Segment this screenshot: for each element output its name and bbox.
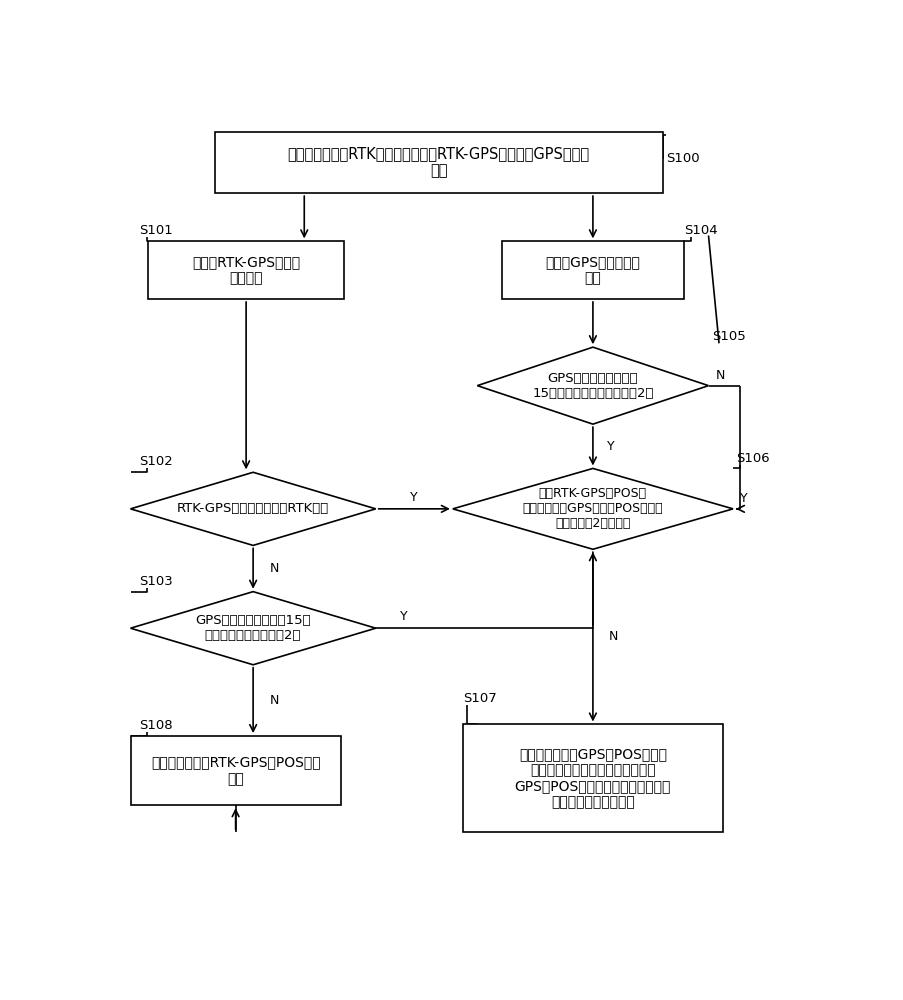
Text: RTK-GPS工作模式是否为RTK模式: RTK-GPS工作模式是否为RTK模式: [177, 502, 329, 515]
Text: N: N: [715, 369, 724, 382]
Text: S105: S105: [712, 330, 745, 343]
Text: 飞控计算机使用RTK-GPS的POS坐标
数据: 飞控计算机使用RTK-GPS的POS坐标 数据: [151, 756, 320, 786]
Text: Y: Y: [740, 492, 747, 505]
Text: Y: Y: [399, 610, 407, 623]
Text: 飞控计算机监听RTK机载移动基站（RTK-GPS）或普通GPS的卫星
数据: 飞控计算机监听RTK机载移动基站（RTK-GPS）或普通GPS的卫星 数据: [287, 146, 589, 179]
Text: Y: Y: [410, 491, 417, 504]
Text: 接收到GPS传输的卫星
数据: 接收到GPS传输的卫星 数据: [545, 255, 639, 285]
Text: 接收到RTK-GPS传输的
卫星数据: 接收到RTK-GPS传输的 卫星数据: [191, 255, 300, 285]
FancyBboxPatch shape: [214, 132, 662, 193]
Polygon shape: [452, 468, 732, 549]
Text: S106: S106: [736, 452, 769, 465]
Polygon shape: [130, 592, 376, 665]
Text: N: N: [609, 630, 618, 643]
Text: S107: S107: [463, 692, 497, 705]
Text: 比对RTK-GPS的POS坐
标是否位于以GPS最新的POS坐标数
据为圆心的2米半径内: 比对RTK-GPS的POS坐 标是否位于以GPS最新的POS坐标数 据为圆心的2…: [522, 487, 663, 530]
Text: Y: Y: [606, 440, 613, 453]
FancyBboxPatch shape: [463, 724, 721, 832]
Text: GPS有效卫星数量高于
15颗且水平和垂直精度小于2米: GPS有效卫星数量高于 15颗且水平和垂直精度小于2米: [532, 372, 653, 400]
Polygon shape: [477, 347, 708, 424]
Text: GPS有效卫星数量高于15颗
且水平和垂直精度小于2米: GPS有效卫星数量高于15颗 且水平和垂直精度小于2米: [195, 614, 311, 642]
Text: S101: S101: [139, 224, 173, 237]
Text: S102: S102: [139, 455, 173, 468]
FancyBboxPatch shape: [148, 241, 344, 299]
Text: S103: S103: [139, 575, 173, 588]
Text: S108: S108: [139, 719, 173, 732]
Text: 飞控计算机采用GPS的POS坐标数
据，且从此刻后飞控计算机只采用
GPS的POS坐标数据，触发故障报警
并进入自动返航模式。: 飞控计算机采用GPS的POS坐标数 据，且从此刻后飞控计算机只采用 GPS的PO…: [514, 747, 670, 810]
Text: S100: S100: [666, 152, 699, 165]
Text: N: N: [269, 694, 278, 707]
FancyBboxPatch shape: [501, 241, 684, 299]
Text: N: N: [269, 562, 278, 575]
Polygon shape: [130, 472, 376, 545]
FancyBboxPatch shape: [130, 736, 340, 805]
Text: S104: S104: [684, 224, 717, 237]
